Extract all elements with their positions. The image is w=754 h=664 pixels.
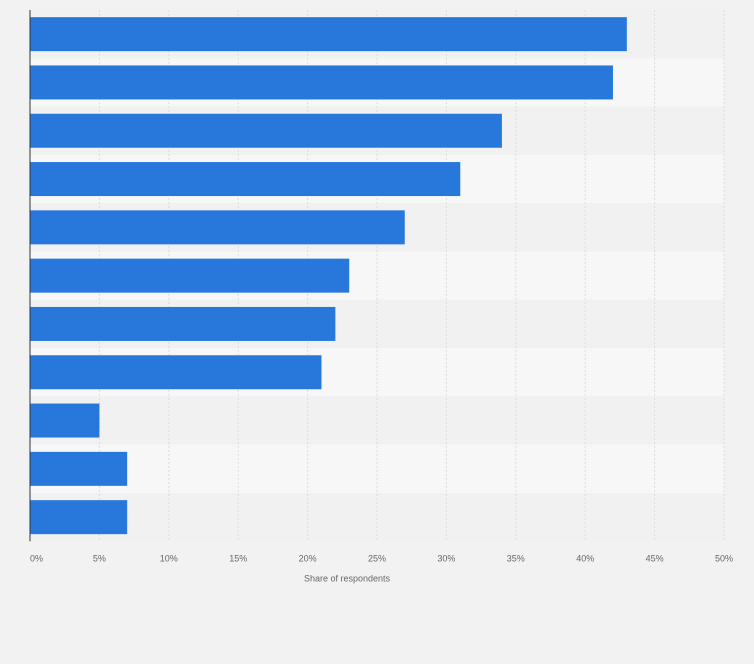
x-tick-label: 50% bbox=[715, 553, 733, 563]
x-tick-label: 0% bbox=[30, 553, 43, 563]
row-band bbox=[30, 493, 724, 542]
bar bbox=[30, 306, 336, 341]
bar bbox=[30, 258, 350, 293]
bar bbox=[30, 355, 322, 390]
x-tick-label: 40% bbox=[576, 553, 594, 563]
x-tick-label: 25% bbox=[368, 553, 386, 563]
bar bbox=[30, 451, 128, 486]
x-tick-label: 20% bbox=[299, 553, 317, 563]
x-tick-label: 5% bbox=[93, 553, 106, 563]
bar bbox=[30, 113, 502, 148]
row-band bbox=[30, 396, 724, 445]
bar bbox=[30, 65, 613, 100]
x-tick-label: 10% bbox=[160, 553, 178, 563]
x-tick-label: 35% bbox=[507, 553, 525, 563]
bar bbox=[30, 403, 100, 438]
bar bbox=[30, 210, 405, 245]
bar bbox=[30, 17, 627, 52]
x-tick-label: 15% bbox=[229, 553, 247, 563]
x-tick-label: 30% bbox=[437, 553, 455, 563]
bar bbox=[30, 500, 128, 535]
x-tick-label: 45% bbox=[646, 553, 664, 563]
row-band bbox=[30, 444, 724, 493]
x-axis-title: Share of respondents bbox=[304, 573, 391, 583]
bar bbox=[30, 162, 461, 197]
